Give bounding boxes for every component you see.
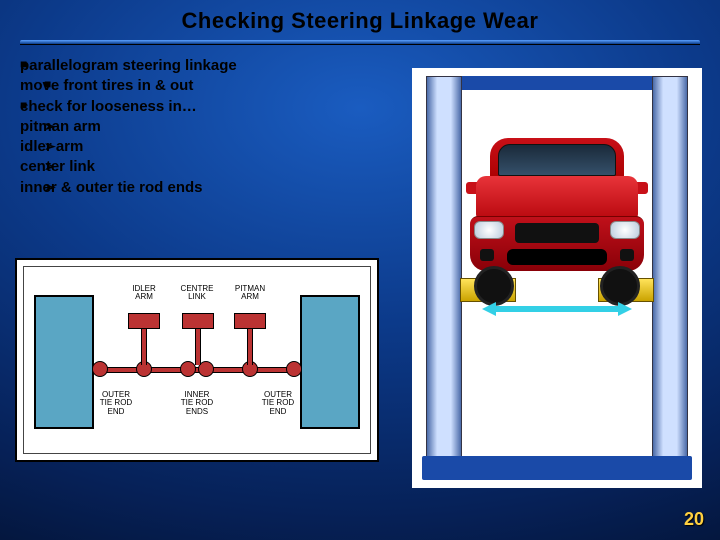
arrow-head-right-icon	[618, 302, 632, 316]
joint-icon	[180, 361, 196, 377]
pitman-arm-icon	[247, 325, 253, 365]
arrow-bar-icon	[494, 306, 620, 312]
bullet-sub-item: center link	[20, 157, 400, 177]
move-arrow-icon	[482, 302, 632, 316]
headlight-right-icon	[610, 221, 640, 239]
label-outer-right: OUTERTIE RODEND	[256, 391, 300, 416]
lift-base-icon	[422, 456, 692, 480]
car-wheel-right-icon	[600, 266, 640, 306]
joint-icon	[92, 361, 108, 377]
label-inner: INNERTIE RODENDS	[175, 391, 219, 416]
tire-right-icon	[300, 295, 360, 429]
bullet-sub-item: move front tires in & out	[20, 76, 400, 96]
diagram-frame: IDLERARM CENTRELINK PITMANARM OUTERTIE R…	[23, 266, 371, 454]
centre-link-arm-icon	[195, 325, 201, 365]
foglight-left-icon	[480, 249, 494, 261]
headlight-left-icon	[474, 221, 504, 239]
car-bumper-icon	[470, 216, 644, 271]
lift-top-icon	[426, 76, 688, 90]
slide-title: Checking Steering Linkage Wear	[0, 0, 720, 34]
label-outer-left: OUTERTIE RODEND	[94, 391, 138, 416]
lift-column-right-icon	[652, 76, 688, 458]
bullet-sub-item: inner & outer tie rod ends	[20, 178, 400, 198]
car-hood-icon	[476, 176, 638, 220]
bullet-item: check for looseness in…	[20, 97, 400, 117]
car-lower-grille-icon	[507, 249, 607, 265]
bullet-item: parallelogram steering linkage	[20, 56, 400, 76]
idler-arm-icon	[141, 325, 147, 365]
title-underline	[20, 40, 700, 44]
steering-linkage-diagram: IDLERARM CENTRELINK PITMANARM OUTERTIE R…	[15, 258, 379, 462]
joint-icon	[286, 361, 302, 377]
tire-left-icon	[34, 295, 94, 429]
label-idler-arm: IDLERARM	[122, 285, 166, 302]
car-windshield-icon	[498, 144, 616, 176]
pivot-icon	[234, 313, 266, 329]
label-pitman-arm: PITMANARM	[228, 285, 272, 302]
bullet-sub-item: idler arm	[20, 137, 400, 157]
bullet-sub-item: pitman arm	[20, 117, 400, 137]
pivot-icon	[182, 313, 214, 329]
lift-column-left-icon	[426, 76, 462, 458]
page-number: 20	[684, 509, 704, 530]
foglight-right-icon	[620, 249, 634, 261]
car-wheel-left-icon	[474, 266, 514, 306]
slide: Checking Steering Linkage Wear parallelo…	[0, 0, 720, 540]
bullet-list: parallelogram steering linkage move fron…	[20, 56, 400, 198]
label-centre-link: CENTRELINK	[175, 285, 219, 302]
car-grille-icon	[515, 223, 599, 243]
pivot-icon	[128, 313, 160, 329]
center-link-icon	[94, 367, 300, 373]
car-on-lift-figure	[412, 68, 702, 488]
